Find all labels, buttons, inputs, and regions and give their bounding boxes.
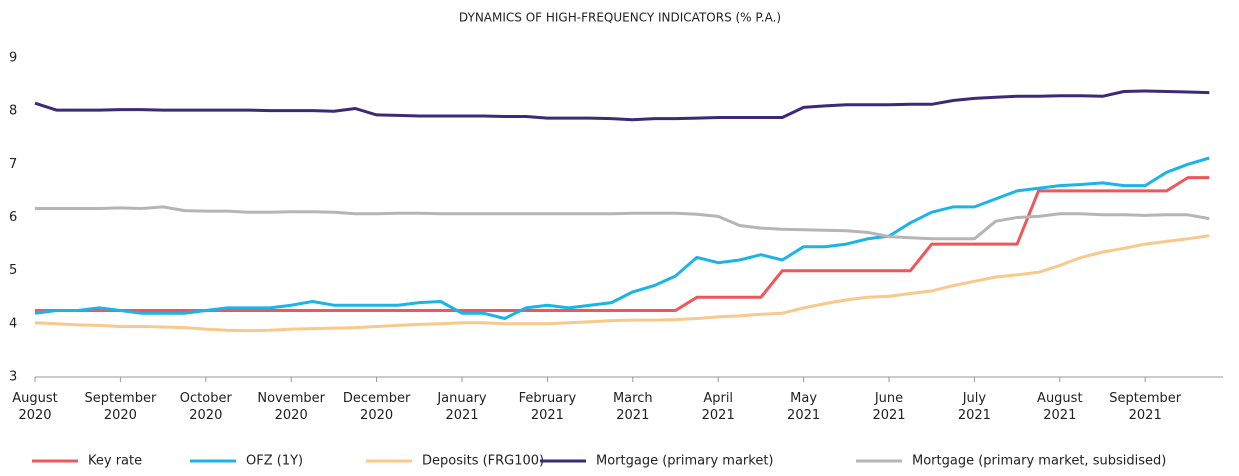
- y-tick-label: 8: [9, 104, 17, 119]
- y-tick-label: 5: [9, 263, 17, 278]
- x-tick-label: August 2021: [1037, 391, 1083, 423]
- y-tick-label: 6: [9, 210, 17, 225]
- x-tick-label: April 2021: [701, 391, 735, 423]
- x-tick-label: June 2021: [872, 391, 906, 423]
- y-tick-label: 4: [9, 316, 17, 331]
- legend-label: OFZ (1Y): [246, 454, 303, 469]
- x-tick-label: February 2021: [518, 391, 577, 423]
- y-tick-label: 9: [9, 51, 17, 66]
- x-tick-label: May 2021: [787, 391, 821, 423]
- legend-label: Mortgage (primary market, subsidised): [912, 454, 1166, 469]
- series-line: [34, 234, 1210, 333]
- legend-label: Mortgage (primary market): [596, 454, 774, 469]
- y-tick-label: 7: [9, 157, 17, 172]
- x-tick-label: October 2020: [179, 391, 232, 423]
- chart-title: DYNAMICS OF HIGH-FREQUENCY INDICATORS (%…: [459, 11, 781, 25]
- x-tick-label: December 2020: [342, 391, 411, 423]
- x-tick-label: March 2021: [612, 391, 653, 423]
- x-tick-label: August 2020: [12, 391, 58, 423]
- series-line: [35, 205, 1210, 241]
- x-tick-label: January 2021: [437, 391, 487, 423]
- legend-label: Deposits (FRG100): [422, 454, 544, 469]
- y-tick-label: 3: [9, 370, 17, 385]
- series-line: [35, 176, 1210, 312]
- x-tick-label: November 2020: [257, 391, 325, 423]
- series-line: [34, 156, 1210, 320]
- legend-label: Key rate: [88, 454, 142, 469]
- x-tick-label: September 2021: [1109, 391, 1182, 423]
- series-line: [34, 89, 1210, 122]
- x-tick-label: July 2021: [957, 391, 991, 423]
- x-tick-label: September 2020: [84, 391, 157, 423]
